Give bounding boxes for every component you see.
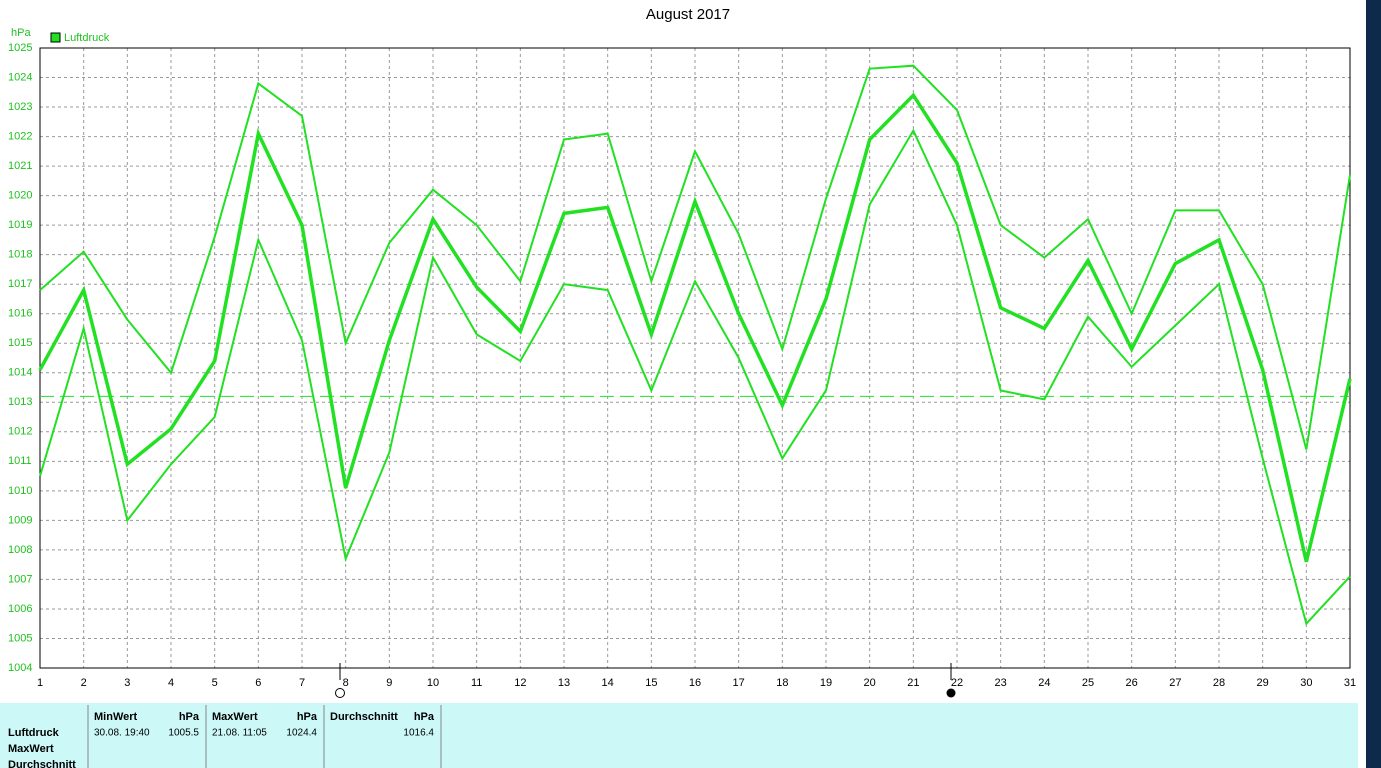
y-tick-label: 1013 [8, 396, 32, 408]
x-tick-label: 20 [864, 677, 876, 689]
y-tick-label: 1020 [8, 190, 32, 202]
y-tick-label: 1018 [8, 249, 32, 261]
x-tick-label: 19 [820, 677, 832, 689]
y-tick-label: 1008 [8, 544, 32, 556]
y-tick-label: 1014 [8, 367, 32, 379]
col-unit: hPa [179, 711, 200, 723]
table-bg [0, 703, 1358, 768]
x-tick-label: 14 [602, 677, 614, 689]
y-tick-label: 1007 [8, 573, 32, 585]
side-gap [1358, 0, 1366, 768]
x-tick-label: 5 [212, 677, 218, 689]
min-line [39, 128, 1351, 626]
x-tick-label: 29 [1257, 677, 1269, 689]
x-tick-label: 7 [299, 677, 305, 689]
y-tick-label: 1021 [8, 160, 32, 172]
full-moon-icon [335, 688, 345, 698]
y-tick-label: 1019 [8, 219, 32, 231]
row-label: MaxWert [8, 743, 54, 755]
x-tick-label: 30 [1300, 677, 1312, 689]
x-tick-label: 1 [37, 677, 43, 689]
x-tick-label: 8 [343, 677, 349, 689]
x-tick-label: 25 [1082, 677, 1094, 689]
x-tick-label: 13 [558, 677, 570, 689]
col-time: 21.08. 11:05 [212, 728, 267, 739]
col-header: MinWert [94, 711, 138, 723]
col-header: MaxWert [212, 711, 258, 723]
x-tick-label: 24 [1038, 677, 1050, 689]
x-tick-label: 12 [514, 677, 526, 689]
y-tick-label: 1009 [8, 514, 32, 526]
y-tick-label: 1015 [8, 337, 32, 349]
x-tick-label: 28 [1213, 677, 1225, 689]
y-tick-label: 1024 [8, 71, 32, 83]
x-tick-label: 26 [1126, 677, 1138, 689]
y-tick-label: 1006 [8, 603, 32, 615]
y-tick-label: 1022 [8, 130, 32, 142]
col-unit: hPa [414, 711, 435, 723]
legend-swatch [50, 32, 61, 43]
x-tick-label: 4 [168, 677, 174, 689]
y-tick-label: 1010 [8, 485, 32, 497]
x-tick-label: 2 [81, 677, 87, 689]
row-label: Luftdruck [8, 727, 60, 739]
y-tick-label: 1023 [8, 101, 32, 113]
y-axis-label: hPa [11, 27, 31, 39]
col-value: 1024.4 [286, 728, 317, 739]
x-tick-label: 6 [255, 677, 261, 689]
y-tick-label: 1025 [8, 42, 32, 54]
x-tick-label: 17 [733, 677, 745, 689]
col-header: Durchschnitt [330, 711, 398, 723]
col-value: 1005.5 [168, 728, 199, 739]
y-tick-label: 1017 [8, 278, 32, 290]
plot-frame [39, 47, 1351, 669]
chart-title: August 2017 [646, 6, 730, 23]
x-tick-label: 27 [1169, 677, 1181, 689]
y-tick-label: 1005 [8, 632, 32, 644]
col-value: 1016.4 [403, 728, 434, 739]
y-tick-label: 1012 [8, 426, 32, 438]
col-unit: hPa [297, 711, 318, 723]
x-tick-label: 22 [951, 677, 963, 689]
x-tick-label: 10 [427, 677, 439, 689]
y-tick-label: 1011 [8, 455, 32, 467]
legend-label: Luftdruck [64, 32, 110, 44]
x-tick-label: 31 [1344, 677, 1356, 689]
y-tick-label: 1004 [8, 662, 32, 674]
y-tick-label: 1016 [8, 308, 32, 320]
x-tick-label: 21 [907, 677, 919, 689]
x-tick-label: 23 [995, 677, 1007, 689]
x-tick-label: 15 [645, 677, 657, 689]
row-label: Durchschnitt [8, 759, 76, 768]
plot: 1004100510061007100810091010101110121013… [8, 42, 1356, 689]
x-tick-label: 16 [689, 677, 701, 689]
x-tick-label: 3 [124, 677, 130, 689]
x-tick-label: 9 [386, 677, 392, 689]
mean-line [38, 92, 1352, 563]
x-tick-label: 18 [776, 677, 788, 689]
new-moon-icon [946, 688, 956, 698]
col-time: 30.08. 19:40 [94, 728, 150, 739]
summary-table: Luftdruck MaxWert Durchschnitt MinWert hPa 30… [0, 703, 1358, 768]
x-tick-label: 11 [471, 677, 482, 689]
max-line [39, 64, 1351, 450]
